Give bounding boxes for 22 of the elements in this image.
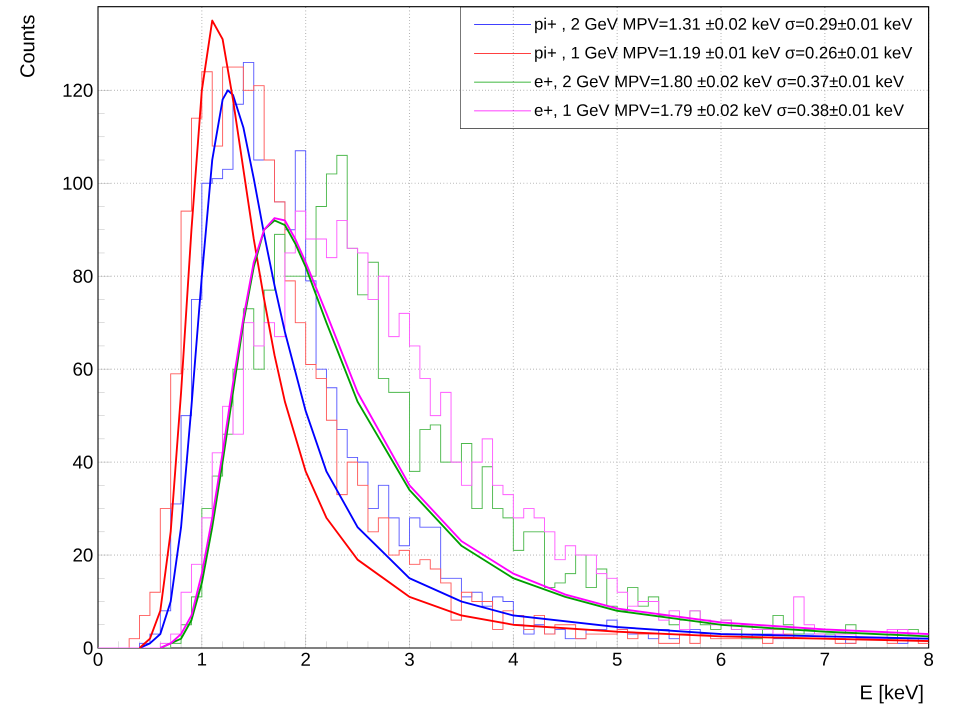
y-tick-label: 0 [84, 641, 93, 654]
legend-label: e+, 2 GeV MPV=1.80 ±0.02 keV σ=0.37±0.01 keV [534, 74, 904, 90]
x-tick-label: 4 [508, 652, 518, 666]
y-axis-title: Counts [20, 15, 34, 77]
y-tick-label: 60 [73, 362, 93, 376]
x-tick-label: 2 [301, 652, 310, 666]
y-tick-label: 120 [64, 84, 93, 97]
legend-label: pi+ , 2 GeV MPV=1.31 ±0.02 keV σ=0.29±0.01 keV [535, 17, 912, 33]
x-tick-label: 0 [94, 652, 102, 666]
x-tick-label: 8 [924, 652, 934, 666]
y-tick-label: 100 [64, 176, 93, 190]
x-tick-label: 1 [198, 652, 206, 666]
x-tick-label: 5 [612, 652, 622, 666]
x-axis-title: E [keV] [861, 684, 923, 704]
y-tick-label: 40 [72, 455, 93, 469]
y-tick-label: 80 [73, 269, 93, 283]
x-tick-label: 7 [820, 652, 830, 666]
x-tick-label: 3 [405, 652, 414, 666]
legend-label: pi+ , 1 GeV MPV=1.19 ±0.01 keV σ=0.26±0.01 keV [535, 46, 912, 62]
y-tick-label: 20 [73, 548, 93, 562]
legend-label: e+, 1 GeV MPV=1.79 ±0.02 keV σ=0.38±0.01 keV [534, 104, 904, 118]
x-tick-label: 6 [716, 652, 726, 666]
